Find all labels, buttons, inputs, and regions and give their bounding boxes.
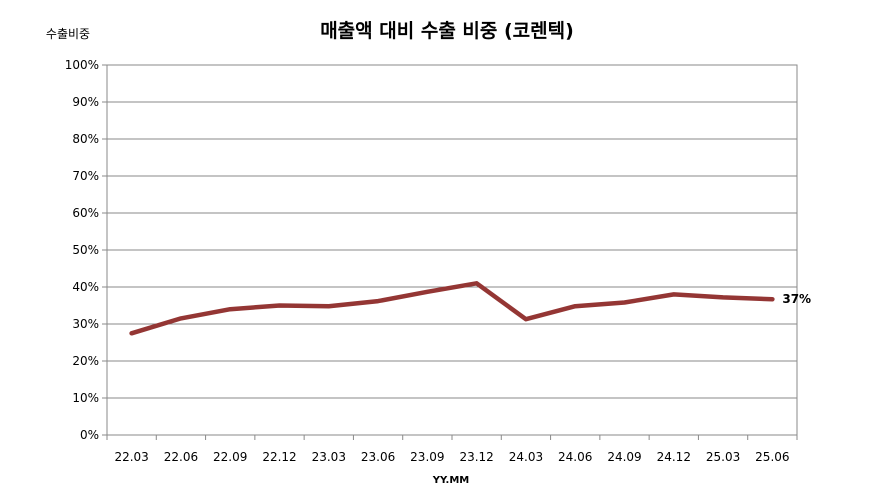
x-tick-label: 24.12	[657, 450, 691, 464]
y-axis-label: 수출비중	[46, 27, 90, 41]
x-tick-label: 25.03	[706, 450, 740, 464]
x-tick-label: 25.06	[755, 450, 789, 464]
series-group	[129, 281, 775, 336]
x-axis-label: YY.MM	[432, 475, 470, 486]
x-tick-label: 23.03	[312, 450, 346, 464]
y-tick-label: 30%	[72, 317, 99, 331]
x-tick-labels: 22.03 22.06 22.09 22.12 23.03 23.06 23.09 23.12…	[106, 435, 798, 464]
y-tick-label: 100%	[65, 58, 99, 72]
x-tick-label: 22.12	[262, 450, 296, 464]
y-tick-label: 40%	[72, 280, 99, 294]
y-tick-label: 0%	[80, 428, 99, 442]
y-tick-label: 10%	[72, 391, 99, 405]
gridlines	[107, 101, 797, 399]
y-tick-label: 50%	[72, 243, 99, 257]
y-tick-label: 80%	[72, 132, 99, 146]
chart-title: 매출액 대비 수출 비중 (코렌텍)	[320, 20, 574, 42]
x-tick-label: 23.06	[361, 450, 395, 464]
y-tick-label: 20%	[72, 354, 99, 368]
x-tick-label: 22.09	[213, 450, 247, 464]
series-line	[129, 281, 775, 336]
y-tick-label: 90%	[72, 95, 99, 109]
x-tick-label: 22.03	[114, 450, 148, 464]
x-tick-label: 24.09	[607, 450, 641, 464]
x-tick-label: 22.06	[164, 450, 198, 464]
last-point-data-label: 37%	[782, 292, 811, 306]
x-tick-label: 24.03	[509, 450, 543, 464]
y-tick-label: 60%	[72, 206, 99, 220]
y-tick-label: 70%	[72, 169, 99, 183]
y-tick-labels: 0% 10% 20% 30% 40% 50% 60% 70% 80% 90% 100%	[65, 58, 107, 442]
x-tick-label: 23.09	[410, 450, 444, 464]
x-tick-label: 24.06	[558, 450, 592, 464]
x-tick-label: 23.12	[459, 450, 493, 464]
